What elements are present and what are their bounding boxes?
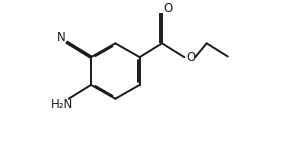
Text: O: O bbox=[186, 51, 195, 64]
Text: N: N bbox=[57, 31, 65, 44]
Text: H₂N: H₂N bbox=[50, 98, 73, 111]
Text: O: O bbox=[163, 2, 172, 15]
